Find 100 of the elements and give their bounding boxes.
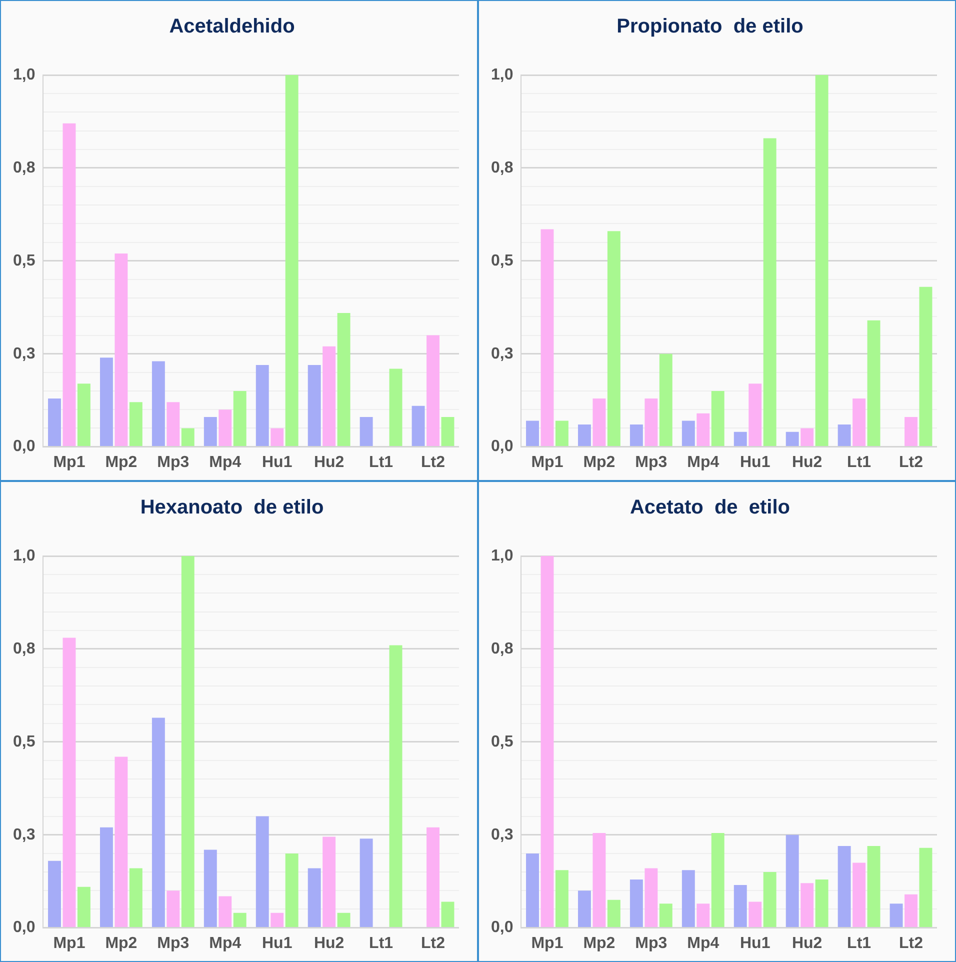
bar — [607, 900, 620, 928]
bar — [389, 368, 402, 446]
bar — [48, 860, 61, 928]
bar — [852, 398, 866, 446]
y-tick-label: 1,0 — [12, 66, 36, 84]
bar — [800, 883, 814, 928]
bar — [360, 417, 373, 446]
y-tick-label: 0,8 — [490, 159, 514, 176]
bar — [815, 879, 828, 928]
bar — [233, 912, 246, 928]
bar — [48, 398, 61, 446]
x-tick-label: Hu1 — [740, 454, 770, 471]
y-tick-label: 1,0 — [490, 66, 514, 84]
y-tick-label: 0,3 — [490, 345, 514, 362]
x-tick-label: Lt2 — [899, 934, 924, 952]
bar — [578, 890, 591, 928]
y-tick-label: 0,8 — [490, 640, 514, 658]
chart-title: Acetato de etilo — [630, 496, 790, 519]
bar — [748, 902, 762, 928]
bar — [256, 816, 269, 928]
y-tick-label: 0,8 — [12, 640, 36, 658]
bar — [322, 836, 336, 928]
bar — [389, 645, 402, 928]
bar — [129, 402, 142, 446]
bar — [867, 320, 880, 446]
x-tick-label: Hu2 — [314, 454, 344, 471]
bar — [540, 229, 554, 446]
bar — [308, 365, 321, 446]
bar — [526, 420, 539, 446]
x-tick-label: Mp3 — [157, 934, 190, 952]
y-tick-label: 1,0 — [490, 547, 514, 564]
bar — [592, 398, 606, 446]
x-tick-label: Mp3 — [635, 934, 668, 952]
bar — [763, 872, 776, 928]
bar — [62, 123, 76, 446]
y-tick-label: 0,8 — [12, 159, 36, 176]
bar — [838, 846, 851, 928]
bar — [218, 410, 232, 446]
x-tick-label: Hu1 — [262, 934, 292, 952]
bar — [100, 827, 113, 928]
x-tick-label: Lt2 — [421, 454, 446, 471]
bar — [555, 420, 568, 446]
bar — [77, 886, 90, 928]
bar — [786, 432, 799, 446]
bar — [426, 335, 440, 446]
bar — [152, 718, 165, 928]
chart-title: Hexanoato de etilo — [140, 496, 324, 519]
x-tick-label: Mp4 — [209, 454, 242, 471]
bar — [166, 890, 180, 928]
x-tick-label: Lt1 — [847, 934, 872, 952]
bar — [166, 402, 180, 446]
bar — [129, 868, 142, 928]
x-tick-label: Lt2 — [899, 454, 924, 471]
bar — [100, 358, 113, 446]
bar — [540, 556, 554, 928]
x-tick-label: Hu1 — [740, 934, 770, 952]
bar — [696, 904, 710, 928]
bar — [630, 879, 643, 928]
x-tick-label: Mp2 — [583, 454, 616, 471]
x-tick-label: Hu1 — [262, 454, 292, 471]
y-tick-label: 0,0 — [490, 438, 514, 456]
y-tick-label: 0,5 — [490, 252, 514, 270]
bar — [270, 912, 284, 928]
bar — [644, 868, 658, 928]
bar — [204, 850, 217, 928]
bar — [867, 846, 880, 928]
bar — [607, 231, 620, 446]
x-tick-label: Mp1 — [531, 934, 564, 952]
bar — [711, 391, 724, 446]
bar — [800, 428, 814, 446]
bar — [337, 312, 350, 446]
bar — [308, 868, 321, 928]
bar — [890, 904, 903, 928]
y-tick-label: 1,0 — [12, 547, 36, 564]
x-tick-label: Mp4 — [687, 934, 720, 952]
bar — [763, 138, 776, 446]
x-tick-label: Lt1 — [369, 454, 394, 471]
bar — [412, 406, 425, 446]
bar — [114, 253, 128, 446]
x-tick-label: Lt1 — [847, 454, 872, 471]
bar — [256, 365, 269, 446]
bar — [181, 428, 194, 446]
x-tick-label: Hu2 — [792, 934, 822, 952]
x-tick-label: Mp3 — [635, 454, 668, 471]
bar — [711, 832, 724, 928]
bar — [734, 432, 747, 446]
bar — [285, 75, 298, 446]
bar — [62, 638, 76, 928]
chart-title: Acetaldehido — [169, 16, 295, 38]
bar — [659, 904, 672, 928]
bar — [77, 384, 90, 446]
bar — [696, 413, 710, 446]
bar — [919, 848, 932, 928]
x-tick-label: Mp2 — [583, 934, 616, 952]
y-tick-label: 0,0 — [12, 438, 36, 456]
y-tick-label: 0,0 — [12, 919, 36, 936]
x-tick-label: Mp1 — [53, 934, 86, 952]
bar — [526, 853, 539, 928]
bar — [337, 912, 350, 928]
bar — [682, 870, 695, 928]
